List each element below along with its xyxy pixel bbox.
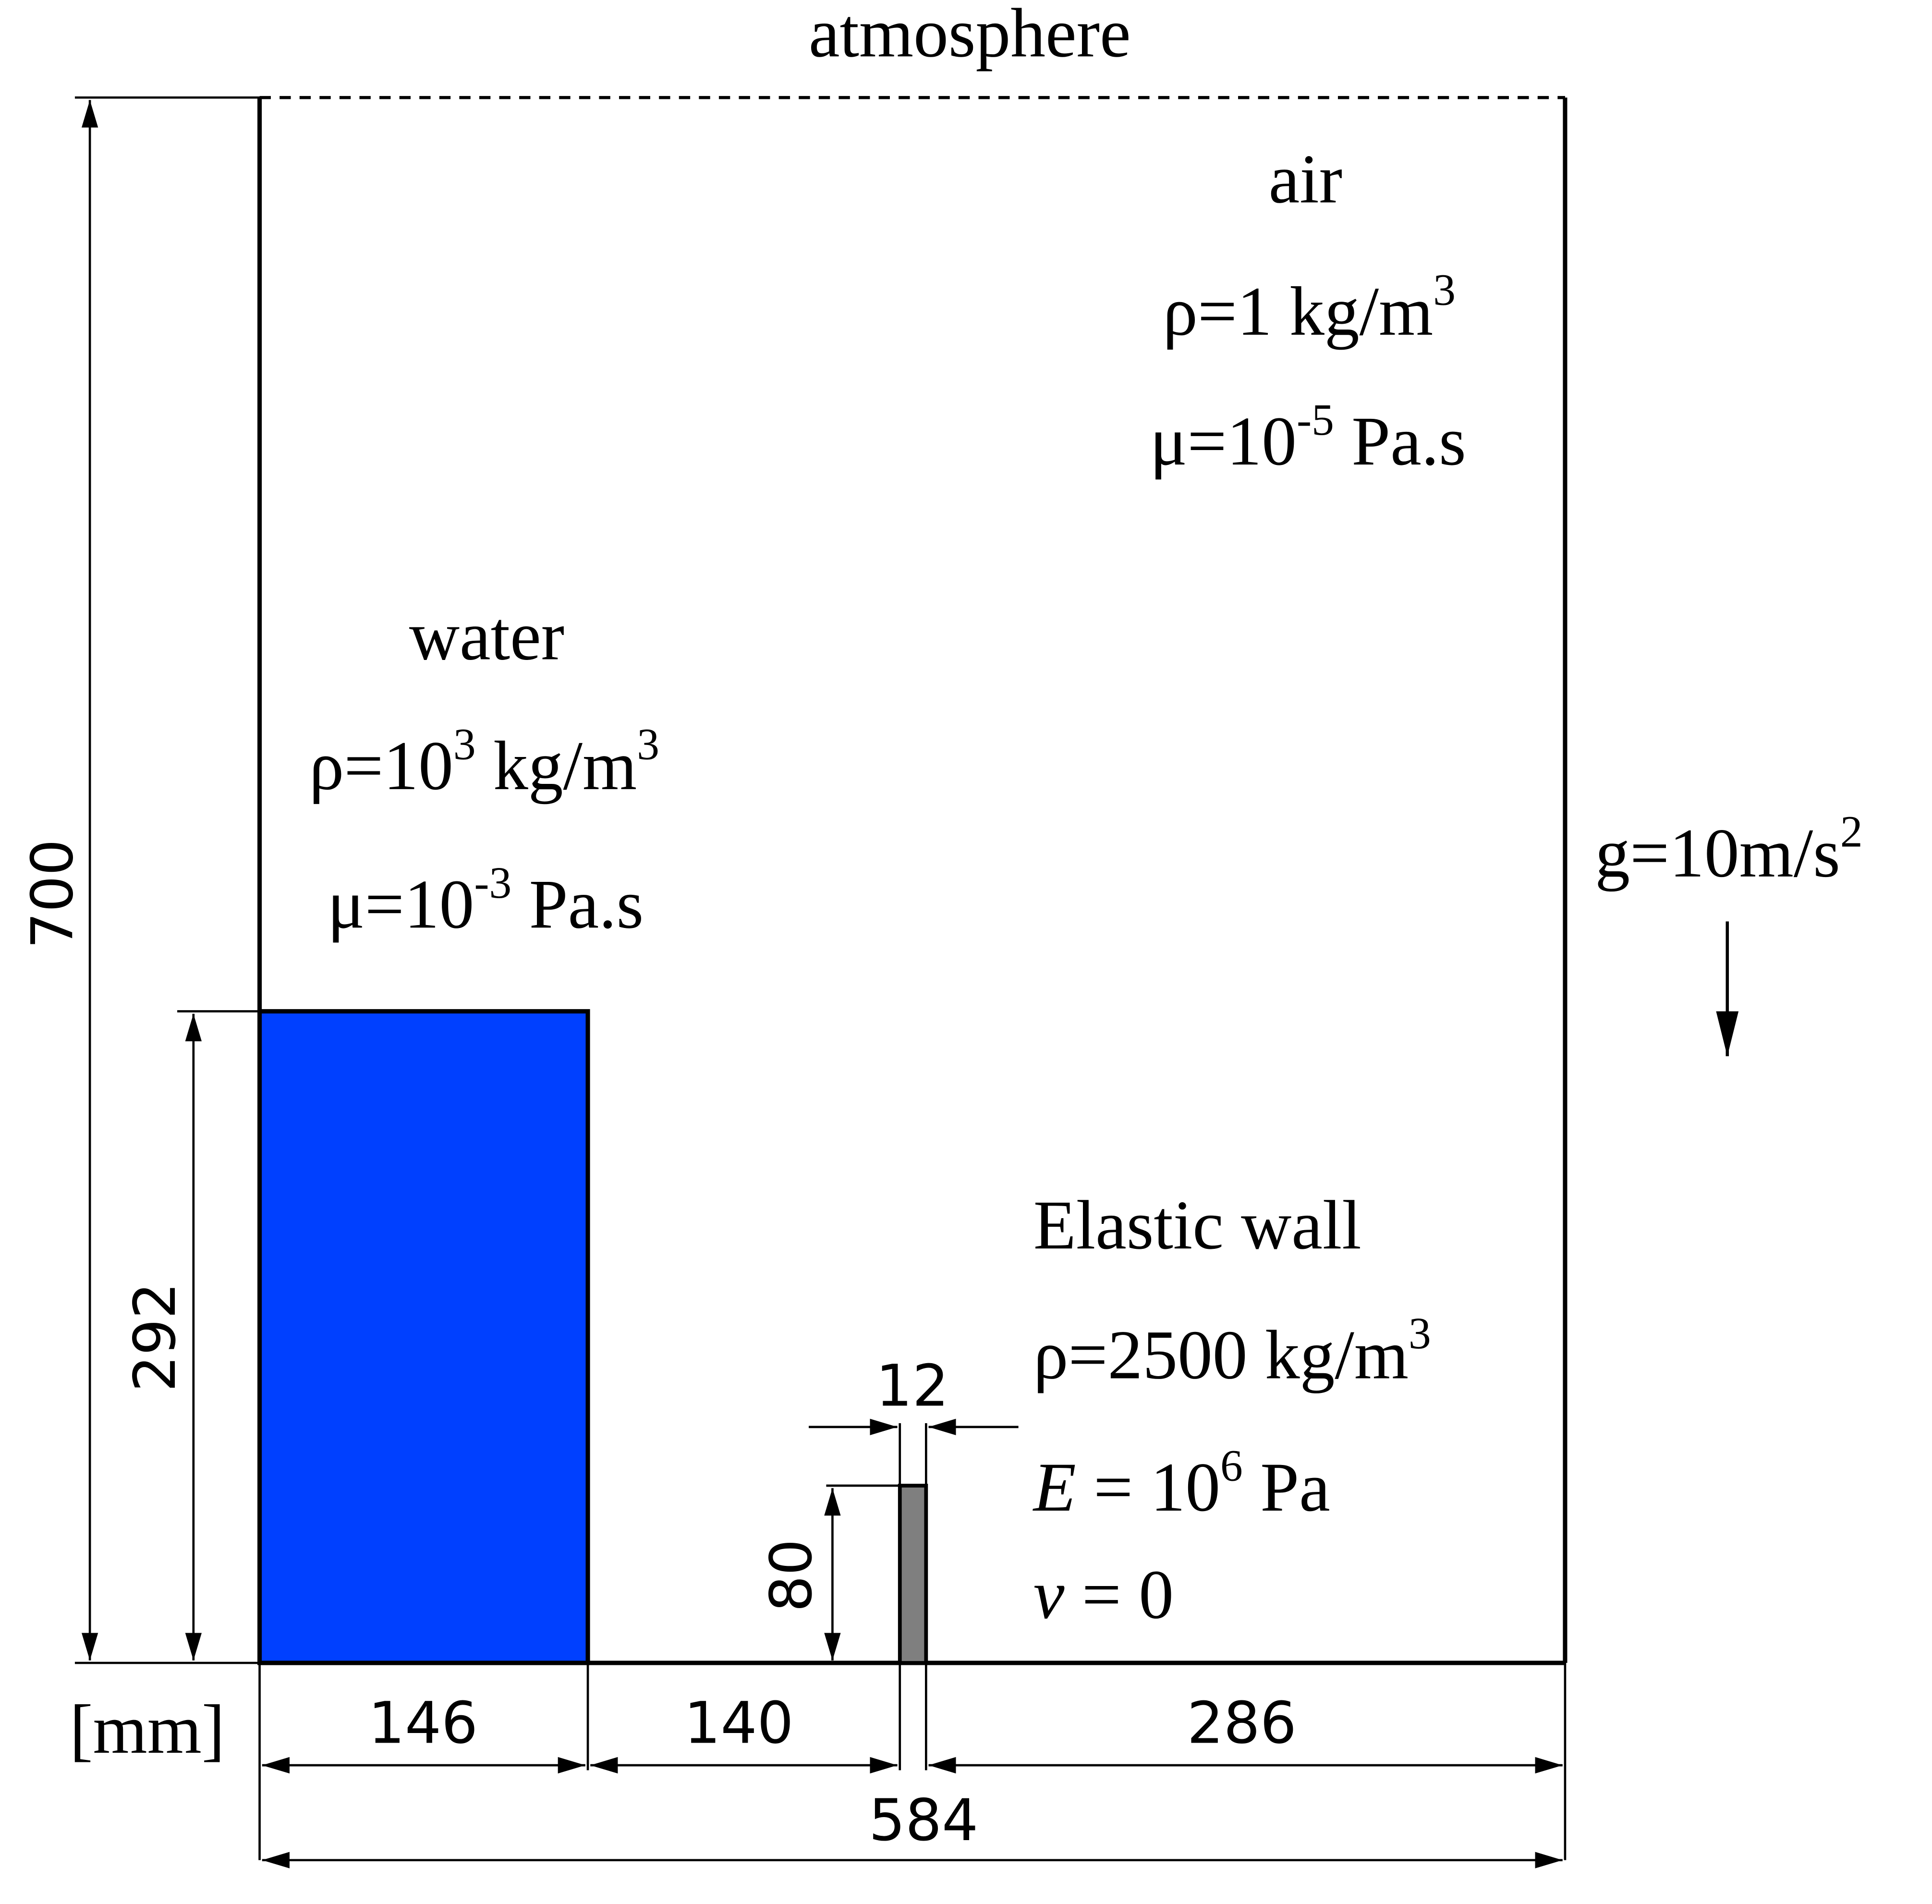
water-column	[257, 1009, 590, 1665]
atmosphere-label: atmosphere	[809, 0, 1131, 72]
air-label: air	[1269, 140, 1342, 218]
dim-label-584: 584	[869, 1787, 978, 1854]
elastic-wall-density: ρ=2500 kg/m3	[1033, 1309, 1431, 1393]
elastic-wall-poisson: ν = 0	[1033, 1556, 1174, 1633]
dim-label-286: 286	[1187, 1690, 1297, 1757]
elastic-wall-modulus: E = 106 Pa	[1033, 1441, 1330, 1526]
dim-label-12: 12	[876, 1353, 949, 1420]
water-label: water	[409, 598, 564, 675]
dim-label-140: 140	[684, 1690, 793, 1757]
dim-label-700: 700	[20, 839, 86, 949]
air-density: ρ=1 kg/m3	[1163, 266, 1456, 350]
water-density: ρ=103 kg/m3	[309, 720, 659, 804]
air-viscosity: μ=10-5 Pa.s	[1150, 395, 1466, 480]
elastic-wall-label: Elastic wall	[1033, 1186, 1361, 1264]
unit-label: [mm]	[70, 1691, 225, 1768]
dim-label-292: 292	[122, 1282, 189, 1392]
water-viscosity: μ=10-3 Pa.s	[328, 858, 644, 943]
dim-label-146: 146	[368, 1690, 478, 1757]
dim-label-80: 80	[758, 1539, 825, 1612]
elastic-wall	[898, 1484, 928, 1665]
gravity-label: g=10m/s2	[1595, 807, 1862, 891]
